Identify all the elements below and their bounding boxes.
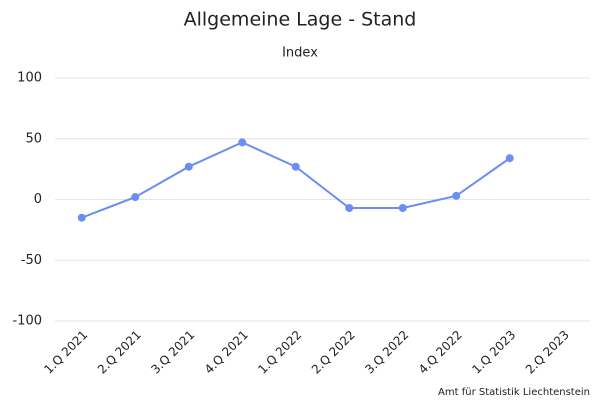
y-tick-label: 50: [25, 131, 42, 146]
data-point: [131, 193, 140, 202]
x-tick-label: 4.Q 2021: [202, 328, 251, 377]
data-point: [452, 191, 461, 200]
x-tick-label: 2.Q 2021: [95, 328, 144, 377]
y-tick-label: 100: [17, 71, 42, 86]
x-tick-label: 2.Q 2022: [309, 328, 358, 377]
data-point: [345, 204, 354, 213]
y-tick-label: -100: [12, 314, 42, 329]
data-point: [505, 154, 514, 163]
data-point: [291, 162, 300, 171]
y-tick-label: -50: [21, 253, 42, 268]
data-point: [398, 204, 407, 213]
x-tick-label: 4.Q 2022: [416, 328, 465, 377]
chart-subtitle: Index: [282, 46, 318, 61]
data-point: [77, 213, 86, 222]
x-tick-label: 3.Q 2021: [148, 328, 197, 377]
x-tick-label: 1.Q 2023: [469, 328, 518, 377]
x-tick-label: 3.Q 2022: [362, 328, 411, 377]
series-line: [81, 141, 511, 219]
data-point: [184, 162, 193, 171]
chart-title: Allgemeine Lage - Stand: [184, 9, 417, 31]
credit: Amt für Statistik Liechtenstein: [438, 387, 590, 398]
x-tick-label: 1.Q 2021: [41, 328, 90, 377]
data-point: [238, 138, 247, 147]
y-tick-label: 0: [34, 192, 42, 207]
x-tick-label: 1.Q 2022: [255, 328, 304, 377]
x-tick-label: 2.Q 2023: [523, 328, 572, 377]
